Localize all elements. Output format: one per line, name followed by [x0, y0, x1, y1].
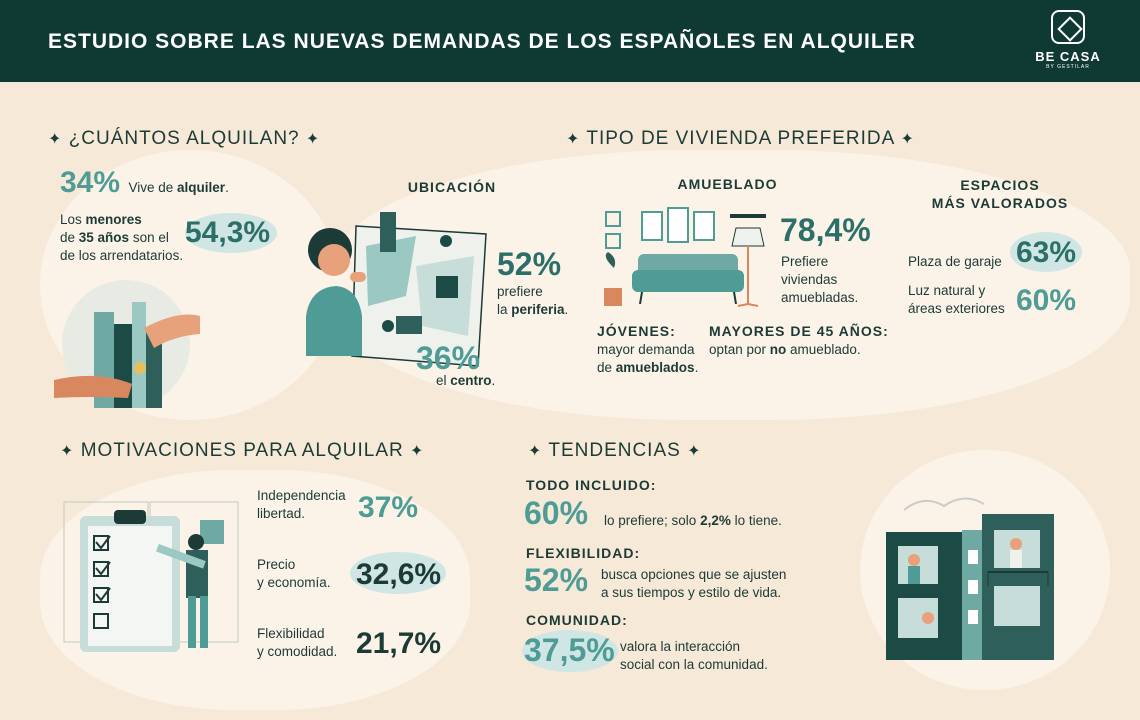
map-person-icon — [306, 212, 487, 367]
motivacion-1-label: Independencia libertad. — [257, 488, 346, 521]
logo-icon — [1051, 10, 1085, 44]
brand-sub: BY GESTILAR — [1046, 64, 1090, 70]
motivacion-3-label: Flexibilidad y comodidad. — [257, 626, 338, 659]
amueblado-text: Prefiere viviendas amuebladas. — [781, 254, 859, 305]
heading-espacios: ESPACIOS MÁS VALORADOS — [931, 177, 1069, 211]
section-title-tipo: ✦ TIPO DE VIVIENDA PREFERIDA ✦ — [566, 128, 915, 149]
ubicacion-periferia-text: prefiere la periferia. — [497, 284, 569, 317]
section-title-tendencias: ✦ TENDENCIAS ✦ — [528, 440, 702, 461]
page-title: ESTUDIO SOBRE LAS NUEVAS DEMANDAS DE LOS… — [48, 30, 916, 53]
ubicacion-periferia-value: 52% — [497, 246, 562, 282]
mayores-block: MAYORES DE 45 AÑOS: optan por no amuebla… — [709, 323, 889, 357]
brand-name: BE CASA — [1035, 49, 1101, 64]
highlight-pill — [350, 552, 446, 594]
tendencia-2-text: busca opciones que se ajusten a sus tiem… — [601, 567, 787, 600]
tendencia-1-value: 60% — [524, 495, 589, 531]
key-hand-icon — [54, 280, 200, 408]
heading-ubicacion: UBICACIÓN — [407, 179, 497, 195]
sparkle-icon: ✦ — [528, 443, 543, 460]
sparkle-icon: ✦ — [687, 443, 702, 460]
motivacion-3-value: 21,7% — [356, 627, 442, 660]
building-icon — [886, 497, 1054, 660]
sparkle-icon: ✦ — [410, 443, 425, 460]
stat-text: Vive de alquiler. — [128, 180, 229, 195]
tendencia-3-value: 37,5% — [524, 632, 615, 668]
section-title-cuantos: ✦ ¿CUÁNTOS ALQUILAN? ✦ — [48, 128, 321, 149]
highlight-pill — [522, 630, 618, 672]
stat-menores-text: Los menores de 35 años son el de los arr… — [60, 212, 184, 263]
motivacion-1-value: 37% — [358, 491, 419, 524]
sparkle-icon: ✦ — [900, 131, 915, 148]
section-title-motivaciones: ✦ MOTIVACIONES PARA ALQUILAR ✦ — [60, 440, 425, 461]
sparkle-icon: ✦ — [48, 131, 63, 148]
tendencia-2-value: 52% — [524, 562, 589, 598]
sparkle-icon: ✦ — [566, 131, 581, 148]
espacios-luz-label: Luz natural y áreas exteriores — [908, 283, 1005, 316]
motivacion-2-label: Precio y economía. — [257, 557, 331, 590]
stat-alquiler: 34% Vive de alquiler. — [60, 166, 229, 200]
header: ESTUDIO SOBRE LAS NUEVAS DEMANDAS DE LOS… — [0, 0, 1140, 82]
tendencia-1-heading: TODO INCLUIDO: — [526, 477, 657, 493]
sparkle-icon: ✦ — [305, 131, 321, 148]
espacios-garaje-label: Plaza de garaje — [908, 254, 1002, 269]
espacios-garaje-value: 63% — [1016, 236, 1077, 269]
tendencia-3-heading: COMUNIDAD: — [526, 612, 628, 628]
brand-logo: BE CASA BY GESTILAR — [1026, 10, 1110, 76]
tendencia-2-heading: FLEXIBILIDAD: — [526, 545, 641, 561]
ubicacion-centro-value: 36% — [416, 340, 481, 376]
stat-menores-value: 54,3% — [185, 216, 271, 249]
sparkle-icon: ✦ — [60, 443, 75, 460]
tendencia-1-text: lo prefiere; solo 2,2% lo tiene. — [604, 513, 782, 528]
tendencia-3-text: valora la interacción social con la comu… — [620, 639, 768, 672]
amueblado-value: 78,4% — [780, 212, 871, 248]
motivacion-2-value: 32,6% — [356, 558, 442, 591]
jovenes-block: JÓVENES: mayor demanda de amueblados. — [597, 323, 699, 375]
stat-value: 34% — [60, 166, 121, 199]
highlight-pill — [1010, 232, 1082, 272]
clipboard-icon — [63, 501, 239, 652]
heading-amueblado: AMUEBLADO — [677, 176, 778, 192]
sofa-icon — [604, 207, 766, 307]
espacios-luz-value: 60% — [1016, 284, 1077, 317]
ubicacion-centro-text: el centro. — [436, 373, 496, 388]
highlight-pill — [185, 213, 277, 253]
